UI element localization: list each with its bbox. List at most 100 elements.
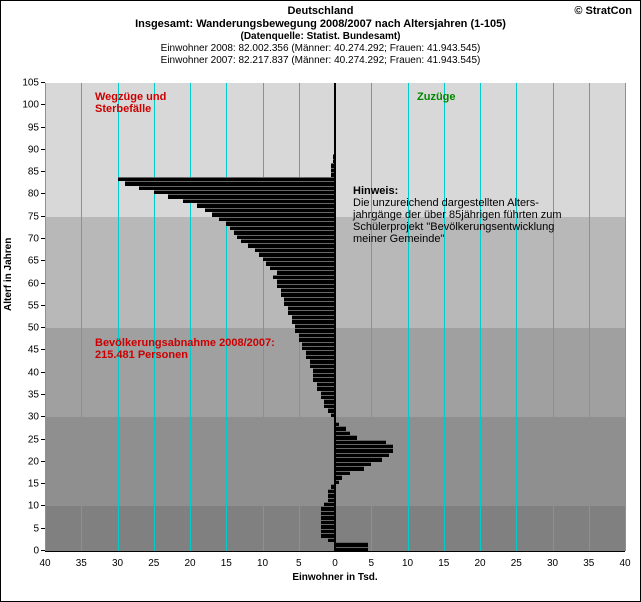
y-tick-label: 105 bbox=[22, 78, 39, 89]
x-tick-label: 10 bbox=[402, 558, 413, 569]
bar bbox=[154, 190, 335, 194]
bar bbox=[335, 444, 393, 448]
bar bbox=[266, 261, 335, 265]
annotation-hinweis: Hinweis: Die unzureichend dargestellten … bbox=[353, 185, 562, 245]
plot-area: Wegzüge und Sterbefälle Zuzüge Bevölkeru… bbox=[45, 83, 625, 551]
annotation-abnahme: Bevölkerungsabnahme 2008/2007: 215.481 P… bbox=[95, 337, 275, 361]
hinweis-title: Hinweis: bbox=[353, 185, 398, 197]
y-tick-label: 30 bbox=[28, 412, 39, 423]
y-tick-label: 95 bbox=[28, 122, 39, 133]
bar bbox=[313, 373, 335, 377]
bar bbox=[335, 457, 382, 461]
bar bbox=[205, 208, 336, 212]
bar bbox=[273, 275, 335, 279]
x-tick-label: 40 bbox=[619, 558, 630, 569]
bar bbox=[284, 301, 335, 305]
x-tick-label: 5 bbox=[296, 558, 302, 569]
bar bbox=[321, 506, 336, 510]
bar bbox=[321, 524, 336, 528]
bar bbox=[310, 359, 335, 363]
bar bbox=[313, 377, 335, 381]
bar bbox=[321, 395, 336, 399]
bar bbox=[219, 217, 335, 221]
bar bbox=[288, 306, 335, 310]
bar bbox=[277, 284, 335, 288]
bar bbox=[281, 288, 335, 292]
bar bbox=[295, 324, 335, 328]
y-tick-label: 65 bbox=[28, 256, 39, 267]
bar bbox=[241, 239, 335, 243]
x-tick-label: 35 bbox=[583, 558, 594, 569]
bar bbox=[335, 453, 389, 457]
annotation-zuzuege: Zuzüge bbox=[417, 91, 456, 103]
bar bbox=[288, 310, 335, 314]
bar bbox=[321, 391, 336, 395]
bar bbox=[306, 355, 335, 359]
y-tick-label: 5 bbox=[33, 523, 39, 534]
bar bbox=[277, 279, 335, 283]
y-tick-label: 20 bbox=[28, 456, 39, 467]
bar bbox=[335, 466, 364, 470]
x-tick-label: 0 bbox=[332, 558, 338, 569]
bar bbox=[321, 520, 336, 524]
bar bbox=[168, 194, 335, 198]
y-tick-label: 10 bbox=[28, 501, 39, 512]
y-tick-label: 50 bbox=[28, 323, 39, 334]
x-axis-title: Einwohner in Tsd. bbox=[292, 572, 377, 583]
bar bbox=[259, 252, 335, 256]
bar bbox=[183, 199, 335, 203]
bar bbox=[299, 333, 335, 337]
bar bbox=[321, 529, 336, 533]
bar bbox=[335, 462, 371, 466]
bar bbox=[335, 431, 350, 435]
y-axis: 0510152025303540455055606570758085909510… bbox=[1, 83, 46, 551]
bar bbox=[197, 203, 335, 207]
hinweis-body: Die unzureichend dargestellten Alters- j… bbox=[353, 197, 562, 245]
bar bbox=[237, 235, 335, 239]
subtitle-line4: Einwohner 2008: 82.002.356 (Männer: 40.2… bbox=[1, 43, 640, 55]
gridline bbox=[625, 83, 626, 551]
y-tick-label: 100 bbox=[22, 100, 39, 111]
subtitle-line5: Einwohner 2007: 82.217.837 (Männer: 40.2… bbox=[1, 55, 640, 67]
chart-header: Deutschland Insgesamt: Wanderungsbewegun… bbox=[1, 1, 640, 67]
x-tick-label: 30 bbox=[547, 558, 558, 569]
bar bbox=[255, 248, 335, 252]
annotation-wegzuege: Wegzüge und Sterbefälle bbox=[95, 91, 166, 115]
bar bbox=[317, 386, 335, 390]
bar bbox=[302, 342, 335, 346]
bar bbox=[335, 426, 346, 430]
y-tick-label: 75 bbox=[28, 211, 39, 222]
x-tick-label: 40 bbox=[39, 558, 50, 569]
y-tick-label: 70 bbox=[28, 234, 39, 245]
bar bbox=[263, 257, 336, 261]
bar bbox=[281, 292, 335, 296]
y-tick-label: 35 bbox=[28, 390, 39, 401]
bar bbox=[313, 368, 335, 372]
bar bbox=[321, 515, 336, 519]
x-tick-label: 25 bbox=[148, 558, 159, 569]
y-tick-label: 40 bbox=[28, 367, 39, 378]
bar bbox=[212, 212, 335, 216]
y-tick-label: 0 bbox=[33, 546, 39, 557]
x-tick-label: 25 bbox=[511, 558, 522, 569]
y-tick-label: 60 bbox=[28, 278, 39, 289]
bar bbox=[335, 542, 368, 546]
bar bbox=[226, 221, 335, 225]
title-line2: Insgesamt: Wanderungsbewegung 2008/2007 … bbox=[1, 18, 640, 31]
x-tick-label: 35 bbox=[76, 558, 87, 569]
y-tick-label: 25 bbox=[28, 434, 39, 445]
x-tick-label: 5 bbox=[368, 558, 374, 569]
y-tick-label: 80 bbox=[28, 189, 39, 200]
bar bbox=[317, 382, 335, 386]
bar bbox=[306, 350, 335, 354]
x-tick-label: 10 bbox=[257, 558, 268, 569]
bar bbox=[230, 226, 335, 230]
x-axis: Einwohner in Tsd. 4035302520151050510152… bbox=[45, 551, 625, 582]
bar bbox=[335, 440, 386, 444]
bar bbox=[335, 435, 357, 439]
bar bbox=[335, 547, 368, 551]
bar bbox=[299, 337, 335, 341]
bar bbox=[139, 186, 335, 190]
bar bbox=[125, 181, 335, 185]
x-tick-label: 20 bbox=[184, 558, 195, 569]
